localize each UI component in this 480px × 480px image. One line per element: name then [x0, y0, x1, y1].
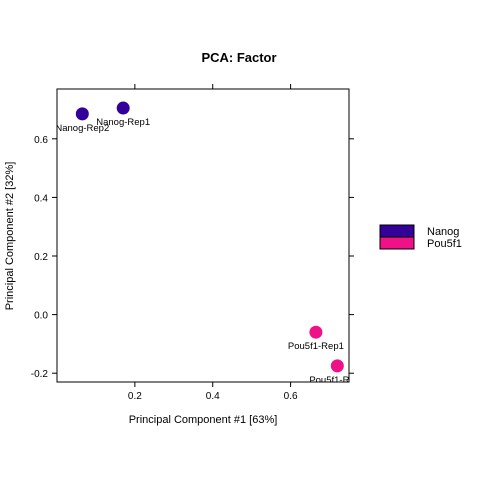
axis-tick-labels: 0.2 0.4 0.6 -0.2 0.0 0.2 0.4 0.6	[31, 135, 298, 402]
x-tick-label: 0.6	[284, 391, 298, 402]
legend-label: Nanog	[427, 226, 459, 238]
x-tick-label: 0.2	[128, 391, 142, 402]
x-axis-label: Principal Component #1 [63%]	[129, 414, 278, 426]
data-points	[75, 101, 344, 373]
point-label: Pou5f1-Rep1	[288, 341, 344, 352]
y-tick-label: -0.2	[31, 369, 49, 380]
point-label: Nanog-Rep1	[96, 117, 150, 128]
y-tick-label: 0.0	[34, 311, 48, 322]
y-tick-label: 0.6	[34, 135, 48, 146]
y-tick-label: 0.2	[34, 252, 48, 263]
point-label: Pou5f1-Rep2	[309, 375, 365, 386]
scatter-point	[75, 107, 89, 121]
axis-ticks	[52, 84, 354, 387]
y-tick-label: 0.4	[34, 193, 48, 204]
point-label: Nanog-Rep2	[55, 123, 109, 134]
scatter-point	[330, 359, 344, 373]
legend-swatch	[379, 236, 415, 250]
plot-frame	[56, 88, 350, 383]
legend-label: Pou5f1	[427, 238, 462, 250]
legend-swatch	[379, 224, 415, 238]
scatter-point	[116, 101, 130, 115]
chart-title: PCA: Factor	[201, 50, 276, 65]
scatter-point	[309, 325, 323, 339]
x-tick-label: 0.4	[206, 391, 220, 402]
y-axis-label: Principal Component #2 [32%]	[4, 162, 16, 311]
